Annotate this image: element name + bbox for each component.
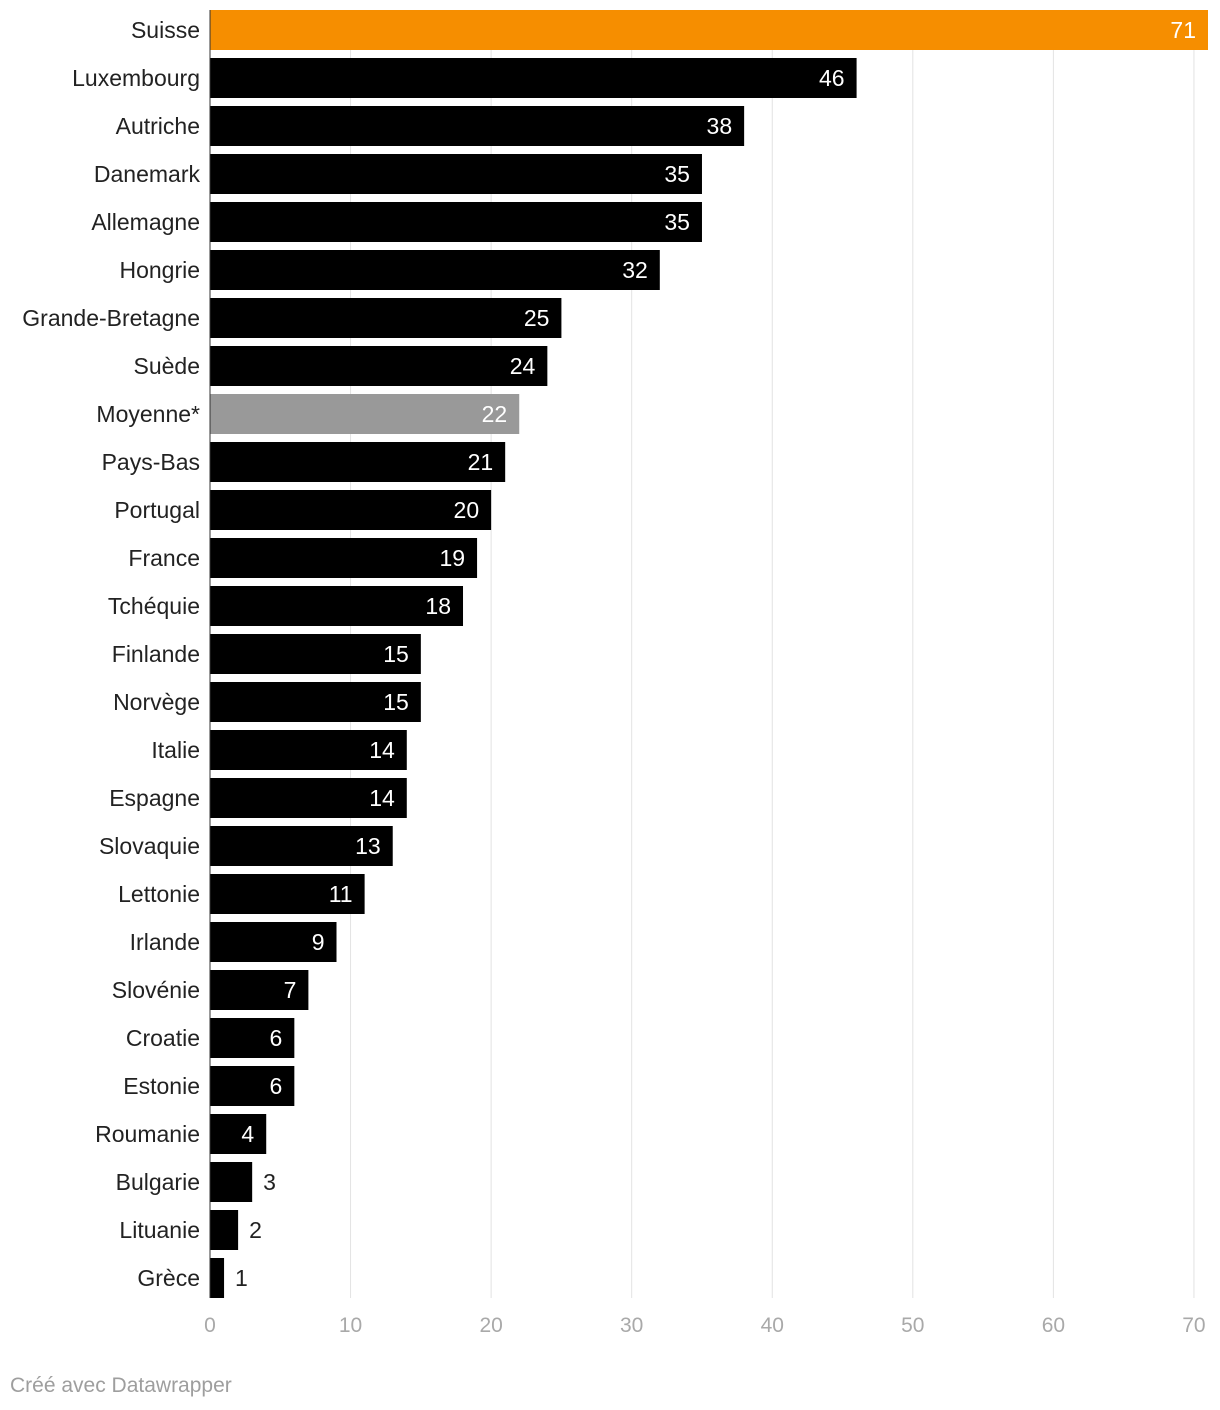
category-label-slovaquie: Slovaquie <box>99 833 200 859</box>
bar-france <box>210 538 478 578</box>
category-label-norv-ge: Norvège <box>113 689 200 715</box>
bar-roumanie <box>210 1114 267 1154</box>
x-tick-label-40: 40 <box>761 1314 784 1337</box>
value-label-bulgarie: 3 <box>263 1169 276 1195</box>
bars <box>210 10 1208 1298</box>
value-label-danemark: 35 <box>664 161 690 187</box>
category-label-tch-quie: Tchéquie <box>108 593 200 619</box>
category-label-italie: Italie <box>151 737 200 763</box>
value-label-su-de: 24 <box>510 353 536 379</box>
category-label-bulgarie: Bulgarie <box>116 1169 200 1195</box>
category-label-lituanie: Lituanie <box>119 1217 200 1243</box>
category-label-finlande: Finlande <box>112 641 200 667</box>
bar-norv-ge <box>210 682 421 722</box>
value-label-suisse: 71 <box>1170 17 1196 43</box>
bar-portugal <box>210 490 492 530</box>
category-label-croatie: Croatie <box>126 1025 200 1051</box>
value-label-estonie: 6 <box>270 1073 283 1099</box>
bar-lettonie <box>210 874 365 914</box>
category-label-hongrie: Hongrie <box>119 257 200 283</box>
bar-autriche <box>210 106 745 146</box>
bar-su-de <box>210 346 548 386</box>
bar-suisse <box>210 10 1208 50</box>
category-label-slov-nie: Slovénie <box>112 977 200 1003</box>
value-label-lettonie: 11 <box>329 881 353 907</box>
category-label-roumanie: Roumanie <box>95 1121 200 1147</box>
bar-lituanie <box>210 1210 239 1250</box>
x-tick-label-30: 30 <box>620 1314 643 1337</box>
bar-moyenne <box>210 394 520 434</box>
x-tick-label-20: 20 <box>479 1314 502 1337</box>
value-labels: 7146383535322524222120191815151414131197… <box>235 17 1196 1291</box>
category-label-autriche: Autriche <box>116 113 200 139</box>
category-label-irlande: Irlande <box>130 929 200 955</box>
category-label-estonie: Estonie <box>123 1073 200 1099</box>
value-label-portugal: 20 <box>454 497 480 523</box>
bar-pays-bas <box>210 442 506 482</box>
x-tick-label-50: 50 <box>901 1314 924 1337</box>
value-label-croatie: 6 <box>270 1025 283 1051</box>
bar-grande-bretagne <box>210 298 562 338</box>
bar-italie <box>210 730 407 770</box>
category-labels: Suisse Luxembourg Autriche Danemark Allemagn… <box>22 17 200 1291</box>
value-label-slovaquie: 13 <box>355 833 381 859</box>
bar-bulgarie <box>210 1162 253 1202</box>
bar-estonie <box>210 1066 295 1106</box>
value-label-grande-bretagne: 25 <box>524 305 550 331</box>
bar-hongrie <box>210 250 660 290</box>
category-label-grande-bretagne: Grande-Bretagne <box>22 305 200 331</box>
value-label-finlande: 15 <box>383 641 409 667</box>
value-label-luxembourg: 46 <box>819 65 845 91</box>
category-label-moyenne: Moyenne* <box>96 401 200 427</box>
category-label-suisse: Suisse <box>131 17 200 43</box>
bar-espagne <box>210 778 407 818</box>
bar-allemagne <box>210 202 702 242</box>
category-label-allemagne: Allemagne <box>91 209 200 235</box>
value-label-tch-quie: 18 <box>425 593 451 619</box>
bar-danemark <box>210 154 702 194</box>
value-label-irlande: 9 <box>312 929 325 955</box>
x-tick-label-70: 70 <box>1182 1314 1205 1337</box>
value-label-norv-ge: 15 <box>383 689 409 715</box>
category-label-luxembourg: Luxembourg <box>72 65 200 91</box>
bar-gr-ce <box>210 1258 225 1298</box>
bar-luxembourg <box>210 58 857 98</box>
category-label-su-de: Suède <box>133 353 200 379</box>
bar-slovaquie <box>210 826 393 866</box>
bar-chart: Suisse Luxembourg Autriche Danemark Allemagn… <box>22 10 1208 1337</box>
category-label-danemark: Danemark <box>94 161 201 187</box>
value-label-pays-bas: 21 <box>468 449 494 475</box>
category-label-portugal: Portugal <box>114 497 200 523</box>
value-label-france: 19 <box>439 545 465 571</box>
category-label-france: France <box>128 545 200 571</box>
bar-irlande <box>210 922 337 962</box>
x-axis-ticks: 0 10 20 30 40 50 60 70 <box>204 1314 1205 1337</box>
credit-text: Créé avec Datawrapper <box>10 1374 232 1397</box>
bar-finlande <box>210 634 421 674</box>
value-label-moyenne: 22 <box>482 401 508 427</box>
value-label-autriche: 38 <box>707 113 733 139</box>
bar-slov-nie <box>210 970 309 1010</box>
value-label-italie: 14 <box>369 737 395 763</box>
value-label-allemagne: 35 <box>664 209 690 235</box>
value-label-roumanie: 4 <box>241 1121 254 1147</box>
value-label-slov-nie: 7 <box>284 977 297 1003</box>
x-tick-label-0: 0 <box>204 1314 216 1337</box>
category-label-lettonie: Lettonie <box>118 881 200 907</box>
value-label-lituanie: 2 <box>249 1217 262 1243</box>
category-label-gr-ce: Grèce <box>137 1265 200 1291</box>
value-label-gr-ce: 1 <box>235 1265 248 1291</box>
category-label-pays-bas: Pays-Bas <box>102 449 200 475</box>
x-tick-label-60: 60 <box>1042 1314 1065 1337</box>
value-label-espagne: 14 <box>369 785 395 811</box>
value-label-hongrie: 32 <box>622 257 648 283</box>
bar-tch-quie <box>210 586 464 626</box>
bar-croatie <box>210 1018 295 1058</box>
category-label-espagne: Espagne <box>109 785 200 811</box>
x-tick-label-10: 10 <box>339 1314 362 1337</box>
